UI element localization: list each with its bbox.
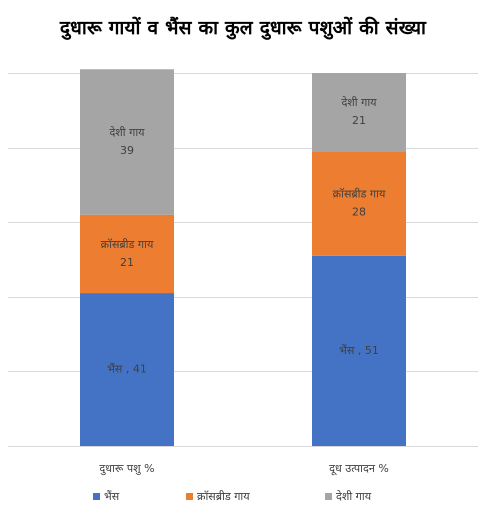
bar-segment: [312, 255, 406, 446]
legend-item: क्रॉसब्रीड गाय: [186, 487, 250, 505]
data-label: 39: [120, 144, 134, 157]
data-label: क्रॉसब्रीड गाय: [101, 238, 154, 251]
data-label: क्रॉसब्रीड गाय: [333, 188, 386, 201]
bar-segment: [80, 293, 174, 446]
bar-segment: [312, 151, 406, 256]
x-tick-label: दूध उत्पादन %: [329, 462, 389, 476]
x-tick-label: दुधारू पशु %: [99, 462, 154, 476]
bar-segment: [80, 214, 174, 294]
legend-item: देशी गाय: [325, 487, 371, 505]
data-label: भैंस , 41: [107, 363, 147, 376]
bar-segment: [80, 69, 174, 215]
legend-label: क्रॉसब्रीड गाय: [197, 489, 250, 503]
chart-title: दुधारू गायों व भैंस का कुल दुधारू पशुओं …: [59, 17, 427, 39]
legend-swatch: [325, 492, 332, 500]
data-label: 21: [120, 256, 134, 269]
legend: भैंस क्रॉसब्रीड गाय देशी गाय: [0, 487, 486, 505]
legend-label: देशी गाय: [336, 489, 372, 503]
data-label: देशी गाय: [341, 96, 377, 109]
data-label: भैंस , 51: [339, 344, 379, 357]
legend-swatch: [186, 492, 193, 500]
legend-swatch: [93, 492, 100, 500]
legend-label: भैंस: [104, 489, 120, 503]
data-label: 21: [352, 114, 366, 127]
bar-segment: [312, 73, 406, 152]
legend-item: भैंस: [93, 487, 119, 505]
data-label: 28: [352, 206, 366, 219]
data-label: देशी गाय: [109, 126, 145, 139]
